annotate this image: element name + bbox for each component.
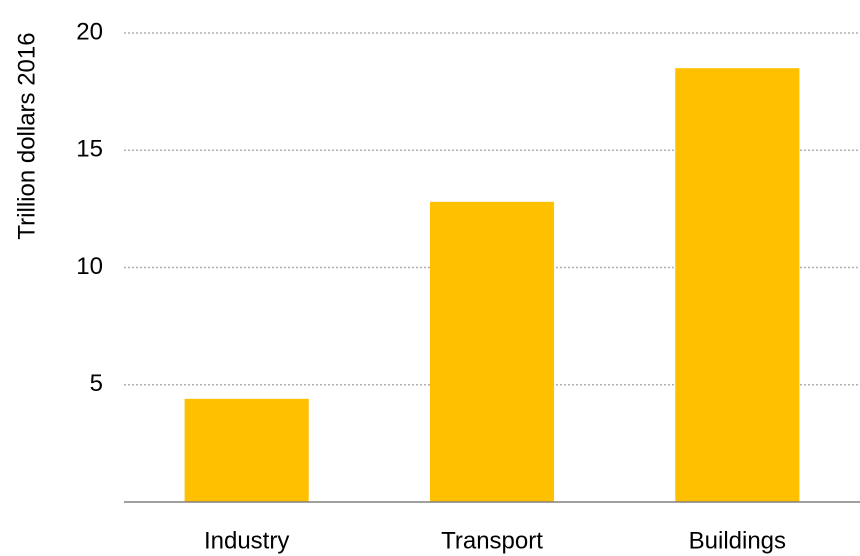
bar xyxy=(429,201,555,502)
y-tick-label: 20 xyxy=(76,18,103,45)
x-tick-label: Transport xyxy=(441,527,543,554)
y-tick-label: 15 xyxy=(76,136,103,163)
y-tick-label: 10 xyxy=(76,253,103,280)
x-tick-label: Buildings xyxy=(689,527,786,554)
x-tick-label: Industry xyxy=(204,527,289,554)
y-tick-label: 5 xyxy=(90,370,103,397)
bar xyxy=(184,398,309,502)
bar xyxy=(675,68,800,503)
y-axis-label: Trillion dollars 2016 xyxy=(13,32,40,239)
